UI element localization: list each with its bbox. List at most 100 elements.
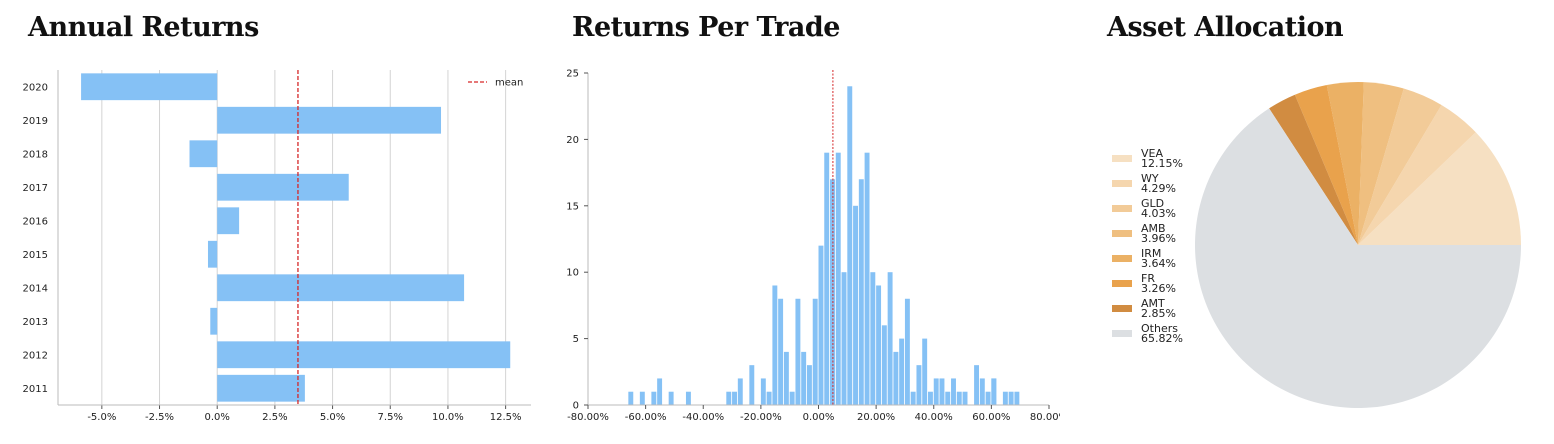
bar-2015 bbox=[207, 240, 218, 268]
histogram-bar bbox=[899, 338, 905, 405]
histogram-bar bbox=[881, 325, 887, 405]
histogram-bar bbox=[737, 378, 743, 405]
histogram-bar bbox=[887, 272, 893, 405]
histogram-bar bbox=[685, 391, 691, 405]
histogram-bar bbox=[991, 378, 997, 405]
y-tick-label: 2018 bbox=[23, 149, 48, 160]
histogram-bar bbox=[841, 272, 847, 405]
asset-allocation-title: Asset Allocation bbox=[1107, 12, 1344, 43]
histogram-bar bbox=[922, 338, 928, 405]
histogram-bar bbox=[801, 351, 807, 405]
histogram-bar bbox=[876, 285, 882, 405]
legend-pct-gld: 4.03% bbox=[1141, 207, 1176, 220]
bar-2012 bbox=[217, 341, 511, 369]
histogram-bar bbox=[893, 351, 899, 405]
histogram-bar bbox=[668, 391, 674, 405]
x-tick-label: 10.0% bbox=[432, 412, 464, 423]
pie-slice-vea bbox=[1358, 132, 1521, 245]
histogram-bar bbox=[974, 365, 980, 405]
annual-returns-title: Annual Returns bbox=[28, 12, 259, 43]
legend-pct-fr: 3.26% bbox=[1141, 282, 1176, 295]
legend-pct-amt: 2.85% bbox=[1141, 307, 1176, 320]
bar-2017 bbox=[217, 173, 349, 201]
bar-2016 bbox=[217, 207, 240, 235]
histogram-bar bbox=[956, 391, 962, 405]
histogram-bar bbox=[927, 391, 933, 405]
pie-slice-amb bbox=[1358, 82, 1404, 245]
legend-mean-label: mean bbox=[495, 78, 523, 89]
bar-2011 bbox=[217, 374, 305, 402]
x-tick-label: -80.00% bbox=[567, 412, 609, 423]
legend-pct-irm: 3.64% bbox=[1141, 257, 1176, 270]
legend-label-irm: IRM bbox=[1141, 247, 1161, 260]
bar-2020 bbox=[81, 73, 218, 101]
legend-label-amb: AMB bbox=[1141, 222, 1166, 235]
y-tick-label: 2017 bbox=[23, 183, 48, 194]
histogram-bar bbox=[783, 351, 789, 405]
y-tick-label: 0 bbox=[573, 401, 579, 412]
histogram-bar bbox=[818, 245, 824, 405]
histogram-bar bbox=[962, 391, 968, 405]
legend-label-gld: GLD bbox=[1141, 197, 1164, 210]
legend-pct-others: 65.82% bbox=[1141, 332, 1183, 345]
histogram-bar bbox=[812, 298, 818, 405]
y-tick-label: 2014 bbox=[23, 283, 48, 294]
histogram-bar bbox=[864, 152, 870, 405]
legend-swatch-wy bbox=[1112, 180, 1132, 187]
pie-slice-others bbox=[1195, 108, 1521, 408]
x-tick-label: -60.00% bbox=[625, 412, 667, 423]
y-tick-label: 5 bbox=[573, 334, 579, 345]
returns-per-trade-chart: 0 5 10 15 20 25 -80.00% -60.00% -40.00% -20.00% 0.… bbox=[566, 69, 1060, 424]
x-tick-label: -2.5% bbox=[145, 412, 174, 423]
y-tick-label: 15 bbox=[566, 201, 579, 212]
legend-pct-vea: 12.15% bbox=[1141, 157, 1183, 170]
x-tick-label: 2.5% bbox=[262, 412, 287, 423]
histogram-bar bbox=[939, 378, 945, 405]
x-tick-label: 5.0% bbox=[320, 412, 345, 423]
histogram-bar bbox=[910, 391, 916, 405]
histogram-bar bbox=[847, 86, 853, 405]
bar-2018 bbox=[189, 140, 218, 168]
y-tick-label: 2019 bbox=[23, 116, 48, 127]
pie-slice-amt bbox=[1269, 94, 1358, 245]
histogram-bar bbox=[985, 391, 991, 405]
legend-label-vea: VEA bbox=[1141, 147, 1163, 160]
histogram-bar bbox=[789, 391, 795, 405]
y-tick-label: 2015 bbox=[23, 250, 48, 261]
legend-swatch-amb bbox=[1112, 230, 1132, 237]
x-tick-label: 0.00% bbox=[803, 412, 835, 423]
histogram-bar bbox=[933, 378, 939, 405]
pie-slice-wy bbox=[1358, 105, 1476, 245]
legend-swatch-irm bbox=[1112, 255, 1132, 262]
x-tick-label: 0.0% bbox=[205, 412, 230, 423]
histogram-bar bbox=[916, 365, 922, 405]
histogram-bar bbox=[778, 298, 784, 405]
histogram-bar bbox=[651, 391, 657, 405]
bar-2019 bbox=[217, 106, 442, 134]
histogram-bar bbox=[853, 205, 858, 405]
legend-swatch-others bbox=[1112, 330, 1132, 337]
y-tick-label: 25 bbox=[566, 69, 579, 80]
legend-pct-amb: 3.96% bbox=[1141, 232, 1176, 245]
histogram-bar bbox=[824, 152, 830, 405]
legend-swatch-amt bbox=[1112, 305, 1132, 312]
x-tick-label: 80.00% bbox=[1030, 412, 1060, 423]
pie-slice-gld bbox=[1358, 88, 1442, 245]
y-tick-label: 2012 bbox=[23, 350, 48, 361]
legend-pct-wy: 4.29% bbox=[1141, 182, 1176, 195]
x-tick-label: -40.00% bbox=[682, 412, 724, 423]
histogram-bar bbox=[904, 298, 910, 405]
legend-swatch-fr bbox=[1112, 280, 1132, 287]
y-tick-label: 20 bbox=[566, 135, 579, 146]
y-tick-label: 10 bbox=[566, 268, 579, 279]
histogram-bar bbox=[726, 391, 732, 405]
legend-swatch-gld bbox=[1112, 205, 1132, 212]
pie-slice-irm bbox=[1326, 82, 1364, 245]
legend-label-others: Others bbox=[1141, 322, 1178, 335]
y-tick-label: 2016 bbox=[23, 216, 48, 227]
histogram-bar bbox=[870, 272, 876, 405]
x-tick-label: 12.5% bbox=[490, 412, 522, 423]
histogram-bar bbox=[1014, 391, 1020, 405]
bar-2014 bbox=[217, 274, 465, 302]
